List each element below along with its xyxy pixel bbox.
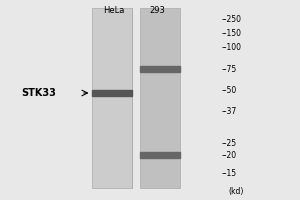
Text: 293: 293 — [150, 6, 165, 15]
Bar — [140, 8, 180, 188]
Text: --75: --75 — [222, 64, 237, 73]
Text: --25: --25 — [222, 138, 237, 148]
Text: STK33: STK33 — [21, 88, 56, 98]
Text: --100: --100 — [222, 43, 242, 51]
Bar — [140, 152, 180, 158]
Bar — [92, 90, 132, 96]
Text: (kd): (kd) — [228, 187, 243, 196]
Bar — [92, 8, 132, 188]
Bar — [140, 66, 180, 72]
Text: --250: --250 — [222, 15, 242, 23]
Text: --50: --50 — [222, 86, 237, 95]
Text: --150: --150 — [222, 28, 242, 38]
Text: --20: --20 — [222, 150, 237, 160]
Text: --15: --15 — [222, 170, 237, 178]
Text: --37: --37 — [222, 108, 237, 116]
Text: HeLa: HeLa — [103, 6, 125, 15]
